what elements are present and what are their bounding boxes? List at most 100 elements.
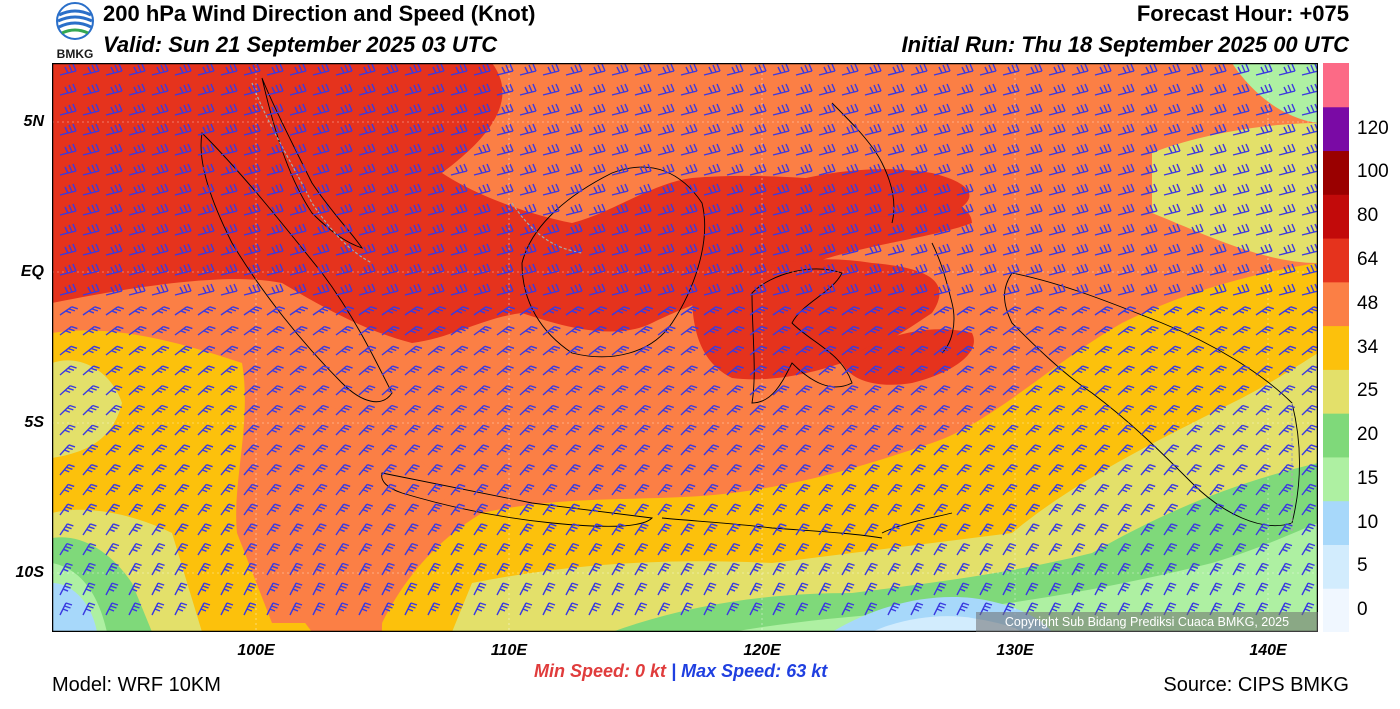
- wind-barb: [1278, 203, 1296, 216]
- wind-barb: [105, 602, 119, 616]
- wind-barb: [910, 283, 928, 296]
- wind-barb: [358, 203, 376, 216]
- wind-barb: [703, 345, 722, 356]
- wind-barb: [1071, 385, 1089, 396]
- wind-barb: [266, 483, 282, 496]
- wind-barb: [243, 542, 258, 556]
- wind-barb: [519, 143, 537, 156]
- wind-barb: [1278, 243, 1296, 256]
- wind-barb: [1048, 404, 1065, 416]
- wind-barb: [726, 523, 741, 536]
- wind-barb: [1140, 223, 1158, 236]
- wind-barb: [1163, 123, 1181, 136]
- wind-barb: [588, 582, 602, 596]
- wind-barb: [243, 582, 257, 596]
- wind-barb: [404, 163, 422, 176]
- wind-barb: [657, 243, 675, 256]
- wind-barb: [312, 483, 328, 496]
- wind-barb: [634, 263, 652, 276]
- wind-barb: [105, 404, 122, 416]
- wind-barb: [703, 523, 718, 536]
- wind-barb: [519, 542, 534, 556]
- wind-barb: [1163, 602, 1177, 616]
- colorbar-swatch: [1323, 413, 1349, 458]
- wind-barb: [956, 203, 974, 216]
- wind-barb: [933, 464, 949, 476]
- wind-barb: [266, 365, 284, 376]
- wind-barb: [1002, 424, 1019, 436]
- wind-barb: [1048, 424, 1065, 436]
- wind-barb: [450, 602, 464, 616]
- wind-barb: [496, 542, 511, 556]
- wind-barb: [1002, 562, 1016, 576]
- wind-barb: [1048, 243, 1066, 256]
- wind-barb: [956, 503, 971, 516]
- wind-barb: [818, 365, 836, 376]
- wind-barb: [565, 562, 579, 576]
- wind-barb: [358, 424, 375, 436]
- wind-barb: [151, 444, 168, 456]
- wind-barb: [1163, 483, 1179, 496]
- wind-barb: [404, 424, 421, 436]
- wind-barb: [266, 103, 284, 116]
- wind-barb: [1025, 345, 1044, 356]
- wind-barb: [703, 602, 717, 616]
- wind-barb: [703, 325, 722, 336]
- wind-barb: [266, 163, 284, 176]
- wind-barb: [1186, 63, 1204, 76]
- wind-barb: [128, 365, 146, 376]
- wind-barb: [358, 582, 372, 596]
- wind-barb: [910, 582, 924, 596]
- wind-barb: [1232, 143, 1250, 156]
- wind-barb: [634, 103, 652, 116]
- wind-barb: [312, 223, 330, 236]
- wind-barb: [266, 444, 283, 456]
- wind-barb: [151, 63, 169, 76]
- wind-barb: [634, 483, 650, 496]
- wind-barb: [726, 325, 745, 336]
- wind-barb: [542, 602, 556, 616]
- wind-barb: [312, 424, 329, 436]
- wind-barb: [381, 123, 399, 136]
- wind-barb: [1209, 183, 1227, 196]
- wind-barb: [82, 385, 100, 396]
- wind-barb: [243, 223, 261, 236]
- wind-barb: [565, 123, 583, 136]
- wind-barb: [266, 306, 285, 316]
- wind-barb: [542, 143, 560, 156]
- wind-barb: [542, 444, 559, 456]
- wind-barb: [588, 542, 603, 556]
- wind-barb: [1232, 582, 1246, 596]
- wind-barb: [565, 83, 583, 96]
- wind-barb: [1002, 602, 1016, 616]
- wind-barb: [59, 523, 74, 536]
- wind-barb: [657, 404, 674, 416]
- wind-barb: [312, 243, 330, 256]
- wind-barb: [1071, 523, 1086, 536]
- wind-barb: [197, 483, 213, 496]
- wind-barb: [1186, 444, 1203, 456]
- wind-barb: [1186, 103, 1204, 116]
- wind-barb: [565, 223, 583, 236]
- wind-barb: [726, 123, 744, 136]
- wind-barb: [1002, 183, 1020, 196]
- wind-barb: [887, 582, 901, 596]
- wind-barb: [243, 345, 262, 356]
- wind-barb: [979, 63, 997, 76]
- wind-barb: [174, 143, 192, 156]
- wind-map: [52, 63, 1318, 632]
- wind-barb: [795, 163, 813, 176]
- wind-barb: [1163, 424, 1180, 436]
- wind-barb: [82, 243, 100, 256]
- wind-barb: [634, 542, 649, 556]
- wind-barb: [703, 503, 718, 516]
- wind-barb: [450, 263, 468, 276]
- wind-barb: [1301, 582, 1315, 596]
- wind-barb: [542, 83, 560, 96]
- wind-barb: [1209, 123, 1227, 136]
- wind-barb: [818, 83, 836, 96]
- wind-barb: [266, 464, 282, 476]
- wind-barb: [611, 243, 629, 256]
- wind-barb: [1209, 103, 1227, 116]
- wind-barb: [1071, 183, 1089, 196]
